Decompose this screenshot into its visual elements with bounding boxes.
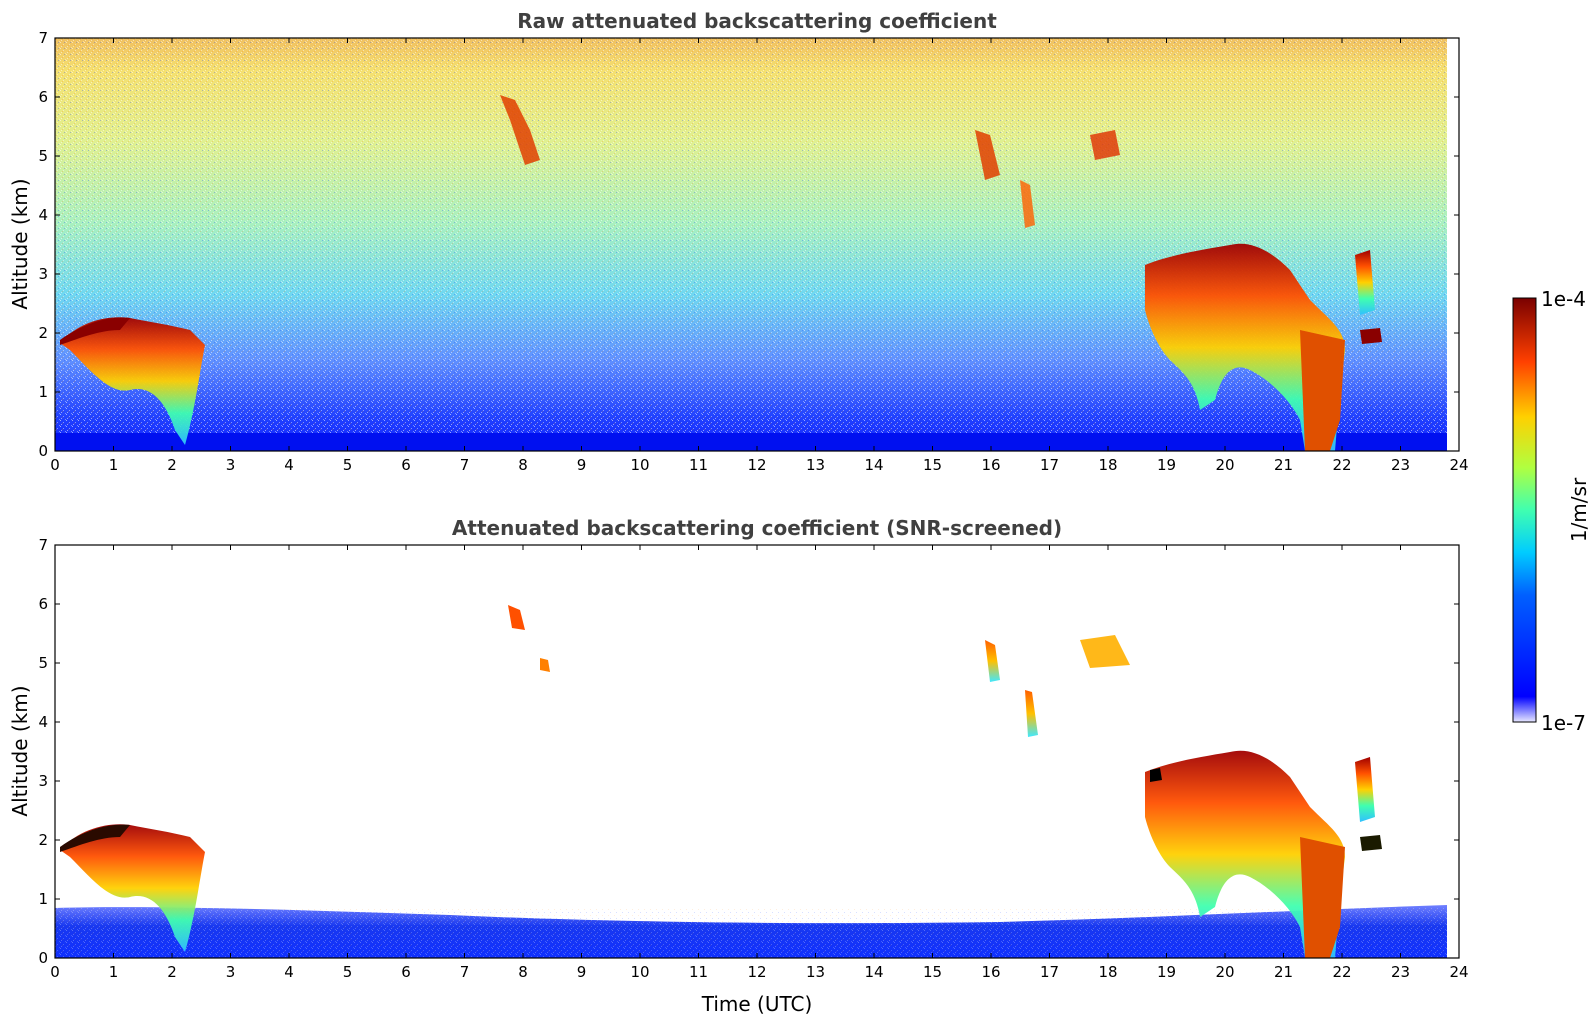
raw-y-tick-label: 2: [38, 324, 48, 342]
colorbar-max-label: 1e-4: [1541, 287, 1586, 311]
colorbar-unit-label: 1/m/sr: [1567, 477, 1591, 542]
screened-x-tick-label: 20: [1215, 963, 1234, 981]
screened-y-tick-label: 4: [38, 713, 48, 731]
raw-y-axis-label: Altitude (km): [8, 178, 32, 309]
raw-x-tick-label: 19: [1157, 456, 1176, 474]
screened-clouds: [60, 605, 1382, 958]
raw-x-tick-label: 17: [1040, 456, 1059, 474]
screened-x-tick-label: 10: [630, 963, 649, 981]
raw-x-tick-label: 24: [1449, 456, 1468, 474]
raw-x-ticks: 0 1 2 3 4 5 6 7 8 9 10 11 12 13 14 15 16 17 18 19 20 21 22 23 24: [50, 38, 1469, 474]
raw-x-tick-label: 1: [109, 456, 119, 474]
screened-x-tick-label: 7: [460, 963, 470, 981]
screened-x-tick-label: 21: [1274, 963, 1293, 981]
screened-x-tick-label: 16: [981, 963, 1000, 981]
raw-backscatter-panel: Raw attenuated backscattering coefficien…: [8, 9, 1469, 474]
raw-x-tick-label: 16: [981, 456, 1000, 474]
screened-y-tick-label: 7: [38, 536, 48, 554]
raw-x-tick-label: 3: [226, 456, 236, 474]
screened-x-tick-label: 13: [806, 963, 825, 981]
raw-x-tick-label: 11: [689, 456, 708, 474]
screened-x-tick-label: 19: [1157, 963, 1176, 981]
raw-y-tick-label: 4: [38, 206, 48, 224]
screened-x-tick-label: 15: [923, 963, 942, 981]
screened-y-tick-label: 6: [38, 595, 48, 613]
raw-x-tick-label: 13: [806, 456, 825, 474]
raw-x-tick-label: 5: [343, 456, 353, 474]
screened-y-ticks: 0 1 2 3 4 5 6 7: [38, 536, 1459, 967]
colorbar: 1e-4 1e-7 1/m/sr: [1512, 287, 1591, 735]
raw-y-tick-label: 1: [38, 383, 48, 401]
screened-x-tick-label: 12: [747, 963, 766, 981]
raw-x-tick-label: 6: [401, 456, 411, 474]
screened-x-tick-label: 17: [1040, 963, 1059, 981]
screened-panel-title: Attenuated backscattering coefficient (S…: [452, 516, 1062, 540]
screened-y-tick-label: 3: [38, 772, 48, 790]
raw-y-tick-label: 3: [38, 265, 48, 283]
raw-x-tick-label: 18: [1098, 456, 1117, 474]
raw-x-tick-label: 2: [167, 456, 177, 474]
raw-x-tick-label: 23: [1391, 456, 1410, 474]
screened-x-tick-label: 0: [50, 963, 60, 981]
screened-x-tick-label: 4: [284, 963, 294, 981]
raw-x-tick-label: 14: [864, 456, 883, 474]
raw-x-tick-label: 22: [1332, 456, 1351, 474]
screened-x-tick-label: 18: [1098, 963, 1117, 981]
screened-backscatter-panel: Attenuated backscattering coefficient (S…: [8, 516, 1469, 1016]
screened-x-tick-label: 8: [518, 963, 528, 981]
screened-x-tick-label: 1: [109, 963, 119, 981]
raw-x-tick-label: 12: [747, 456, 766, 474]
screened-y-tick-label: 5: [38, 654, 48, 672]
screened-x-tick-label: 6: [401, 963, 411, 981]
screened-x-ticks: 0 1 2 3 4 5 6 7 8 9 10 11 12 13 14 15 16 17 18 19 20 21 22 23 24: [50, 545, 1469, 981]
screened-y-tick-label: 1: [38, 890, 48, 908]
raw-y-tick-label: 7: [38, 29, 48, 47]
raw-y-tick-label: 6: [38, 88, 48, 106]
raw-x-tick-label: 0: [50, 456, 60, 474]
raw-x-tick-label: 21: [1274, 456, 1293, 474]
screened-x-tick-label: 2: [167, 963, 177, 981]
raw-y-ticks: 0 1 2 3 4 5 6 7: [38, 29, 1459, 460]
screened-x-tick-label: 22: [1332, 963, 1351, 981]
raw-x-tick-label: 4: [284, 456, 294, 474]
screened-y-axis-label: Altitude (km): [8, 685, 32, 816]
screened-y-tick-label: 2: [38, 831, 48, 849]
raw-x-tick-label: 8: [518, 456, 528, 474]
screened-x-tick-label: 11: [689, 963, 708, 981]
x-axis-label: Time (UTC): [701, 992, 813, 1016]
colorbar-gradient: [1512, 297, 1537, 723]
raw-x-tick-label: 15: [923, 456, 942, 474]
raw-heatmap-image: [55, 38, 1459, 451]
screened-x-tick-label: 24: [1449, 963, 1468, 981]
raw-x-tick-label: 10: [630, 456, 649, 474]
raw-x-tick-label: 9: [577, 456, 587, 474]
raw-y-tick-label: 0: [38, 442, 48, 460]
screened-heatmap-image: [55, 545, 1459, 958]
raw-y-tick-label: 5: [38, 147, 48, 165]
colorbar-min-label: 1e-7: [1541, 711, 1586, 735]
screened-y-tick-label: 0: [38, 949, 48, 967]
screened-x-tick-label: 23: [1391, 963, 1410, 981]
raw-x-tick-label: 20: [1215, 456, 1234, 474]
raw-clouds: [60, 95, 1382, 451]
screened-x-tick-label: 14: [864, 963, 883, 981]
screened-x-tick-label: 9: [577, 963, 587, 981]
raw-x-tick-label: 7: [460, 456, 470, 474]
screened-x-tick-label: 5: [343, 963, 353, 981]
raw-panel-title: Raw attenuated backscattering coefficien…: [517, 9, 997, 33]
screened-x-tick-label: 3: [226, 963, 236, 981]
